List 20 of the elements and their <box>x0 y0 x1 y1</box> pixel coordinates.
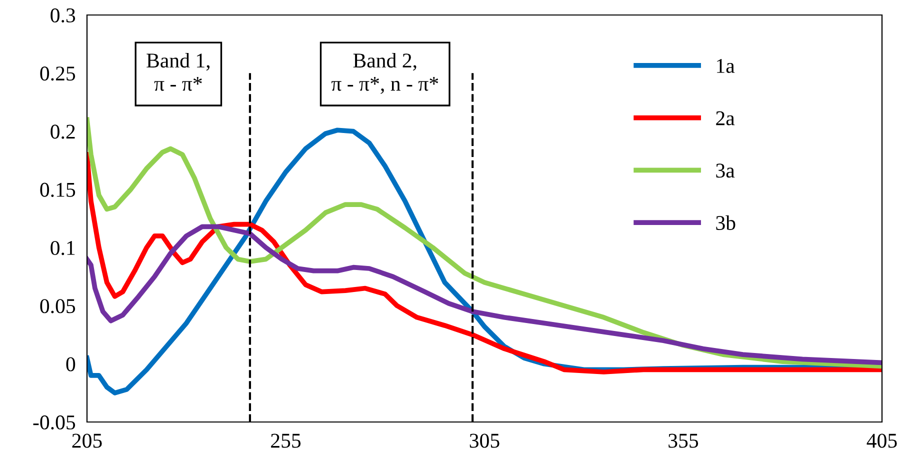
y-tick-label: 0.05 <box>40 299 76 314</box>
line-series <box>87 152 882 374</box>
x-tick-label: 205 <box>72 434 102 448</box>
y-tick-label: 0.1 <box>50 240 75 256</box>
y-tick-label: 0.15 <box>40 182 76 197</box>
legend-label: 1a <box>717 59 735 73</box>
y-tick-label: -0.05 <box>33 415 76 430</box>
x-tick-label: 405 <box>866 434 897 448</box>
annotation: Band 2, π - π*, n - π* <box>331 52 438 94</box>
legend-label: 2a <box>716 111 735 126</box>
legend-label: 3a <box>716 164 735 178</box>
x-tick-label: 305 <box>470 434 500 448</box>
x-tick-label: 255 <box>271 434 301 448</box>
y-tick-label: 0 <box>66 357 76 372</box>
x-tick-label: 355 <box>668 434 698 448</box>
annotation: Band 1, π - π* <box>146 52 210 91</box>
legend-label: 3b <box>716 215 736 230</box>
y-tick-label: 0.3 <box>50 8 76 23</box>
y-tick-label: 0.2 <box>50 124 75 139</box>
y-tick-label: 0.25 <box>40 66 76 81</box>
